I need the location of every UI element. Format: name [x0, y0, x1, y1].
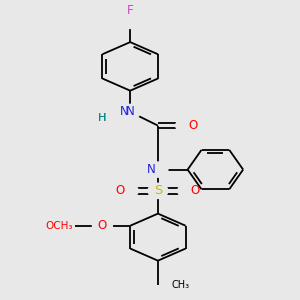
- Text: N: N: [147, 163, 156, 176]
- Circle shape: [178, 183, 198, 198]
- Circle shape: [92, 218, 112, 233]
- Text: CH₃: CH₃: [172, 280, 190, 290]
- Circle shape: [118, 183, 138, 198]
- Circle shape: [148, 183, 168, 198]
- Text: O: O: [98, 219, 107, 232]
- Circle shape: [148, 162, 168, 177]
- Text: O: O: [116, 184, 125, 197]
- Text: N: N: [126, 105, 135, 119]
- Text: O: O: [191, 184, 200, 197]
- Text: H: H: [98, 113, 106, 123]
- Circle shape: [92, 218, 112, 233]
- Circle shape: [120, 104, 140, 119]
- Text: O: O: [189, 119, 198, 132]
- Circle shape: [120, 13, 140, 28]
- Text: S: S: [154, 184, 162, 197]
- Circle shape: [176, 118, 196, 133]
- Text: F: F: [127, 4, 134, 17]
- Text: OCH₃: OCH₃: [45, 221, 73, 231]
- Text: H: H: [98, 113, 106, 123]
- Text: N: N: [119, 105, 128, 119]
